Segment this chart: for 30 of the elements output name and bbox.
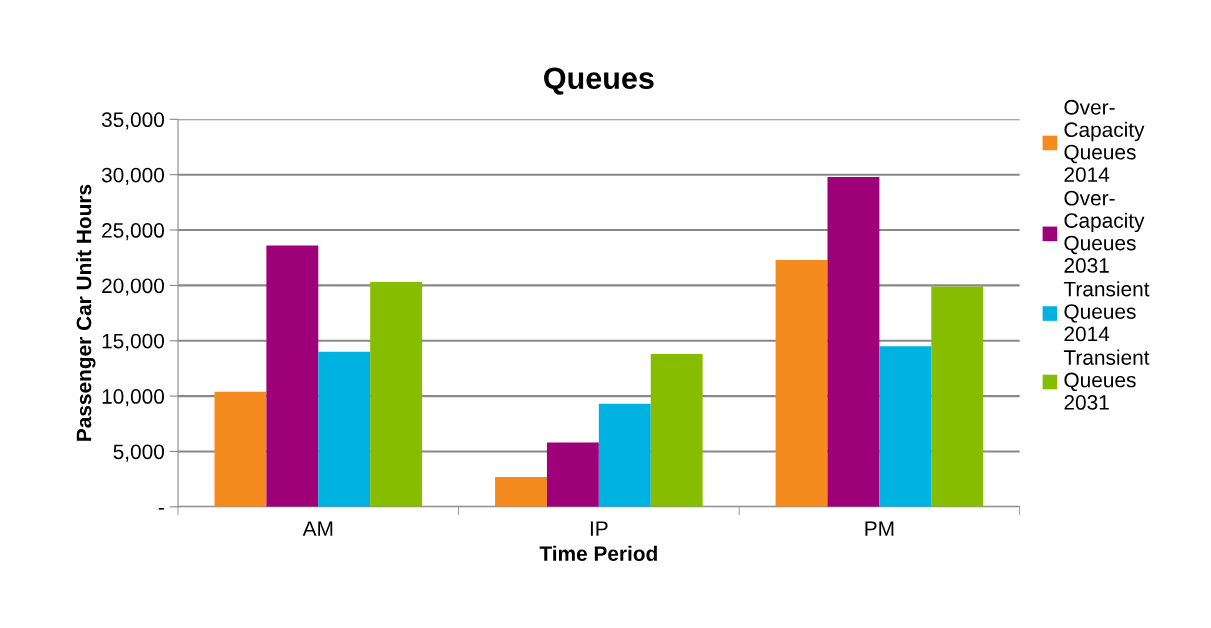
y-tick-label: 10,000	[102, 389, 165, 407]
y-axis-title: Passenger Car Unit Hours	[76, 184, 96, 441]
y-tick-label: 5,000	[113, 444, 165, 462]
y-tick-label: 15,000	[102, 333, 165, 351]
y-tick-label: 30,000	[101, 167, 165, 185]
bar	[370, 282, 423, 507]
bar	[318, 351, 371, 507]
x-tick-label: AM	[302, 521, 333, 536]
legend-label: Transient Queues 2014	[1063, 281, 1150, 342]
bar	[495, 476, 547, 507]
bar	[879, 346, 932, 507]
legend-label: Over-Capacity Queues 2014	[1064, 99, 1145, 182]
bar	[827, 176, 880, 507]
y-tick-label: 25,000	[102, 223, 165, 241]
x-tick-label: PM	[865, 521, 894, 536]
bar	[546, 442, 599, 507]
bar	[775, 259, 828, 507]
x-axis-title: Time Period	[539, 545, 657, 561]
bar	[266, 245, 319, 507]
y-tick-label: 35,000	[101, 112, 165, 130]
bar	[650, 354, 703, 507]
bar	[598, 403, 651, 507]
x-tick-label: IP	[590, 521, 608, 536]
y-tick-label: 20,000	[102, 278, 165, 296]
legend-label: Transient Queues 2031	[1063, 349, 1150, 410]
legend-label: Over-Capacity Queues 2031	[1064, 190, 1145, 273]
bar	[214, 391, 267, 507]
chart-title: Queues	[544, 67, 654, 95]
bar	[931, 286, 984, 507]
y-tick-label: -	[158, 508, 164, 510]
